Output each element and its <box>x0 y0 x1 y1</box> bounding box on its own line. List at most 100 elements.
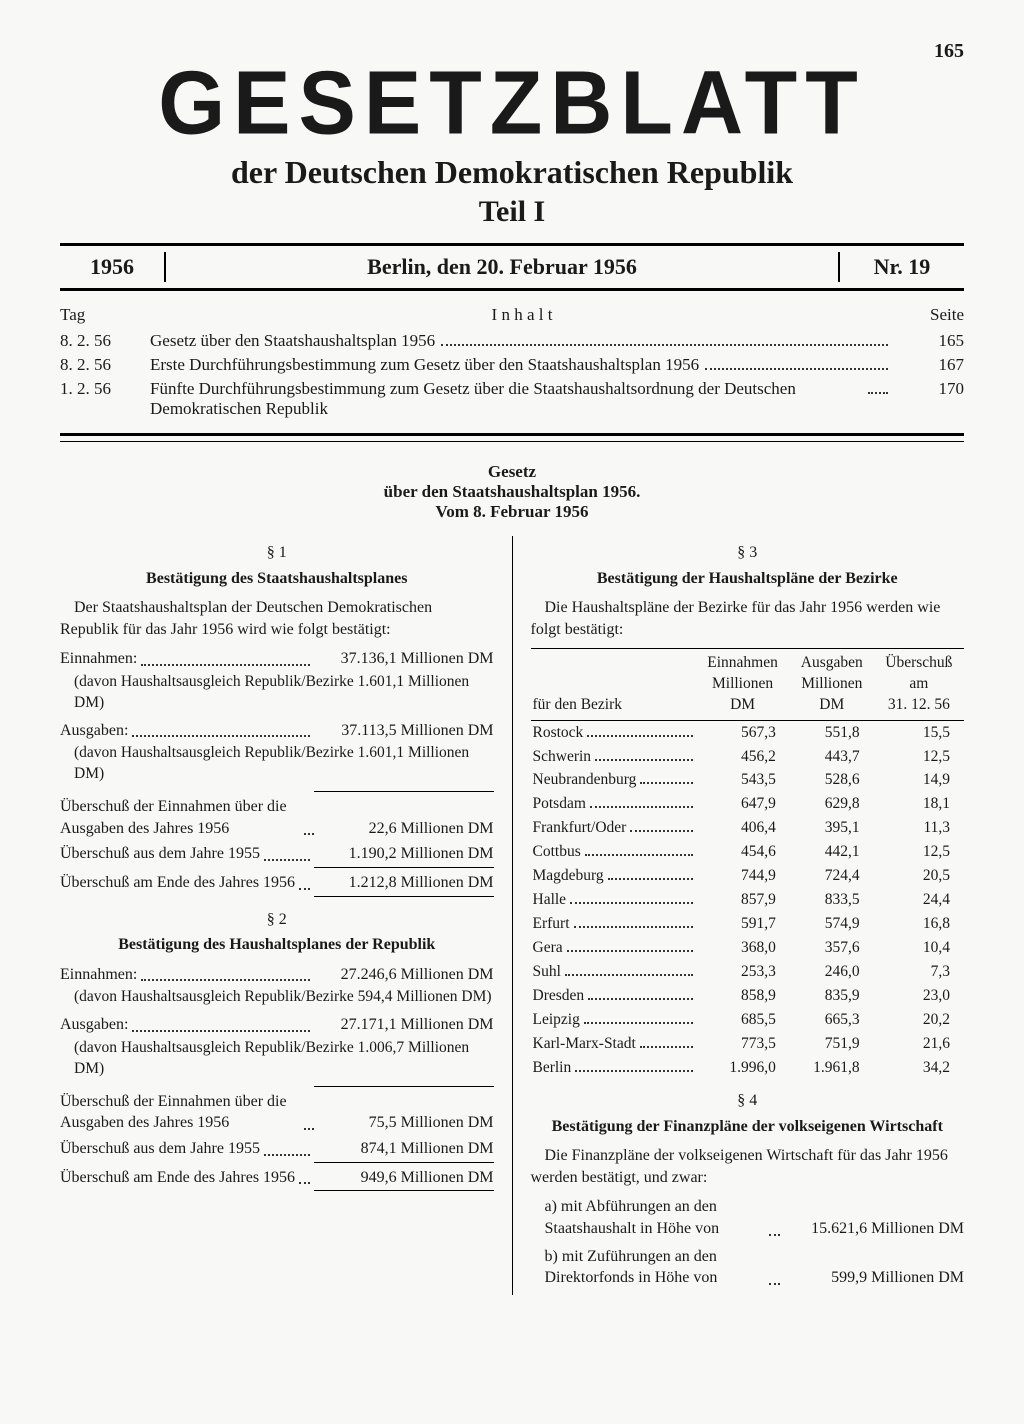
table-of-contents: Tag I n h a l t Seite 8. 2. 56 Gesetz üb… <box>60 305 964 419</box>
toc-page: 167 <box>894 355 964 375</box>
leader-dots <box>769 1283 781 1285</box>
section-number: § 4 <box>531 1090 965 1112</box>
document-page: 165 GESETZBLATT der Deutschen Demokratis… <box>0 0 1024 1424</box>
leader-dots <box>585 854 693 856</box>
finance-label: Ausgaben: <box>60 1014 128 1036</box>
toc-row: 1. 2. 56 Fünfte Durchführungsbestimmung … <box>60 379 964 419</box>
table-row: Neubrandenburg543,5528,614,9 <box>531 769 965 793</box>
bezirk-einnahmen: 567,3 <box>695 721 790 745</box>
leader-dots <box>574 926 694 928</box>
finance-row: Ausgaben: 37.113,5 Millionen DM <box>60 720 494 742</box>
bezirk-ueberschuss: 34,2 <box>874 1056 964 1080</box>
leader-dots <box>264 1154 310 1156</box>
bezirk-ausgaben: 443,7 <box>790 745 874 769</box>
finance-label: b) mit Zuführungen an den Direktorfonds … <box>545 1246 765 1289</box>
leader-dots <box>587 735 693 737</box>
subtotal-rule <box>314 1162 494 1163</box>
issue-year: 1956 <box>60 252 166 282</box>
bezirk-ueberschuss: 20,5 <box>874 865 964 889</box>
masthead-part: Teil I <box>60 195 964 229</box>
bezirk-name: Erfurt <box>533 914 570 935</box>
leader-dots <box>640 1046 693 1048</box>
subtotal-rule <box>314 791 494 792</box>
toc-title: Gesetz über den Staatshaushaltsplan 1956 <box>150 331 435 351</box>
list-item-b: b) mit Zuführungen an den Direktorfonds … <box>545 1246 965 1289</box>
finance-row: Überschuß der Einnahmen über die Ausgabe… <box>60 796 494 839</box>
table-row: Gera368,0357,610,4 <box>531 936 965 960</box>
finance-label: Einnahmen: <box>60 648 137 670</box>
bezirk-name: Neubrandenburg <box>533 770 637 791</box>
leader-dots <box>575 1070 693 1072</box>
bezirk-ueberschuss: 10,4 <box>874 936 964 960</box>
bezirk-ausgaben: 665,3 <box>790 1008 874 1032</box>
table-row: Magdeburg744,9724,420,5 <box>531 865 965 889</box>
finance-row: Überschuß der Einnahmen über die Ausgabe… <box>60 1091 494 1134</box>
leader-dots <box>640 782 693 784</box>
bezirk-ausgaben: 1.961,8 <box>790 1056 874 1080</box>
section-title: Bestätigung der Haushaltspläne der Bezir… <box>531 568 965 590</box>
bezirk-einnahmen: 685,5 <box>695 1008 790 1032</box>
leader-dots <box>584 1022 693 1024</box>
toc-title: Erste Durchführungsbestimmung zum Gesetz… <box>150 355 699 375</box>
bezirk-name: Magdeburg <box>533 866 604 887</box>
finance-label: Überschuß am Ende des Jahres 1956 <box>60 1167 295 1189</box>
finance-label: Überschuß aus dem Jahre 1955 <box>60 843 260 865</box>
finance-label: Überschuß der Einnahmen über die Ausgabe… <box>60 796 300 839</box>
bezirk-ueberschuss: 21,6 <box>874 1032 964 1056</box>
table-row: Schwerin456,2443,712,5 <box>531 745 965 769</box>
finance-label: Überschuß der Einnahmen über die Ausgabe… <box>60 1091 300 1134</box>
finance-label: a) mit Abführungen an den Staatshaushalt… <box>545 1196 765 1239</box>
table-row: Dresden858,9835,923,0 <box>531 984 965 1008</box>
bezirk-ueberschuss: 23,0 <box>874 984 964 1008</box>
leader-dots <box>304 1128 314 1130</box>
bezirk-einnahmen: 454,6 <box>695 841 790 865</box>
bezirk-einnahmen: 1.996,0 <box>695 1056 790 1080</box>
subtotal-rule <box>314 867 494 868</box>
finance-label: Überschuß am Ende des Jahres 1956 <box>60 872 295 894</box>
table-row: Potsdam647,9629,818,1 <box>531 793 965 817</box>
finance-row: Überschuß am Ende des Jahres 1956 1.212,… <box>60 872 494 894</box>
bezirk-einnahmen: 253,3 <box>695 960 790 984</box>
toc-header: Tag I n h a l t Seite <box>60 305 964 325</box>
toc-col-inhalt: I n h a l t <box>150 305 894 325</box>
bezirk-ausgaben: 551,8 <box>790 721 874 745</box>
bezirk-ausgaben: 833,5 <box>790 889 874 913</box>
bezirk-ueberschuss: 12,5 <box>874 745 964 769</box>
leader-dots <box>141 664 309 666</box>
section-intro: Die Finanzpläne der volkseigenen Wirtsch… <box>531 1145 965 1188</box>
finance-subnote: (davon Haushaltsausgleich Republik/Bezir… <box>74 987 494 1008</box>
finance-row: Überschuß am Ende des Jahres 1956 949,6 … <box>60 1167 494 1189</box>
bezirk-name: Rostock <box>533 723 584 744</box>
bezirk-ueberschuss: 11,3 <box>874 817 964 841</box>
section-title: Bestätigung des Staatshaushaltsplanes <box>60 568 494 590</box>
right-column: § 3 Bestätigung der Haushaltspläne der B… <box>513 536 965 1295</box>
finance-subnote: (davon Haushaltsausgleich Republik/Bezir… <box>74 1038 494 1080</box>
bezirk-name: Dresden <box>533 986 585 1007</box>
subtotal-rule <box>314 896 494 897</box>
toc-date: 8. 2. 56 <box>60 331 150 351</box>
table-row: Karl-Marx-Stadt773,5751,921,6 <box>531 1032 965 1056</box>
law-heading-line3: Vom 8. Februar 1956 <box>436 502 589 521</box>
table-row: Cottbus454,6442,112,5 <box>531 841 965 865</box>
finance-row: Überschuß aus dem Jahre 1955 1.190,2 Mil… <box>60 843 494 865</box>
finance-value: 37.136,1 Millionen DM <box>314 648 494 670</box>
bezirk-einnahmen: 456,2 <box>695 745 790 769</box>
subtotal-rule <box>314 1086 494 1087</box>
table-row: Halle857,9833,524,4 <box>531 889 965 913</box>
law-heading-line2: über den Staatshaushaltsplan 1956. <box>384 482 641 501</box>
finance-value: 1.190,2 Millionen DM <box>314 843 494 865</box>
finance-value: 75,5 Millionen DM <box>318 1112 494 1134</box>
bezirk-ausgaben: 835,9 <box>790 984 874 1008</box>
leader-dots <box>588 998 693 1000</box>
finance-value: 27.171,1 Millionen DM <box>314 1014 494 1036</box>
bezirk-name: Potsdam <box>533 794 586 815</box>
finance-row: Einnahmen: 27.246,6 Millionen DM <box>60 964 494 986</box>
leader-dots <box>141 979 309 981</box>
finance-value: 874,1 Millionen DM <box>314 1138 494 1160</box>
leader-dots <box>264 859 310 861</box>
finance-label: Überschuß aus dem Jahre 1955 <box>60 1138 260 1160</box>
table-header: für den Bezirk <box>531 649 696 721</box>
bezirk-name: Suhl <box>533 962 561 983</box>
bezirk-ueberschuss: 14,9 <box>874 769 964 793</box>
bezirk-ueberschuss: 24,4 <box>874 889 964 913</box>
